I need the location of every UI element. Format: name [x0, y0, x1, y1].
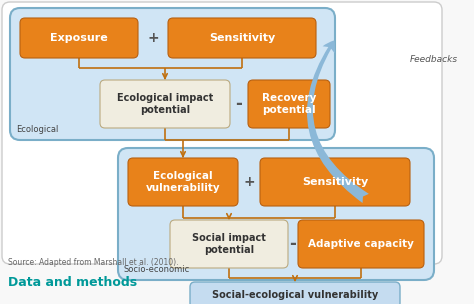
FancyBboxPatch shape — [20, 18, 138, 58]
Text: Recovery
potential: Recovery potential — [262, 93, 316, 115]
Text: +: + — [243, 175, 255, 189]
FancyBboxPatch shape — [168, 18, 316, 58]
FancyBboxPatch shape — [248, 80, 330, 128]
Text: Social impact
potential: Social impact potential — [192, 233, 266, 255]
Text: -: - — [290, 235, 296, 253]
Text: Ecological
vulnerability: Ecological vulnerability — [146, 171, 220, 193]
Text: Source: Adapted from Marshall et al. (2010).: Source: Adapted from Marshall et al. (20… — [8, 258, 179, 267]
FancyBboxPatch shape — [118, 148, 434, 280]
Text: Adaptive capacity: Adaptive capacity — [308, 239, 414, 249]
Text: Sensitivity: Sensitivity — [302, 177, 368, 187]
Text: Data and methods: Data and methods — [8, 276, 137, 289]
FancyBboxPatch shape — [298, 220, 424, 268]
FancyBboxPatch shape — [10, 8, 335, 140]
Text: Social-ecological vulnerability: Social-ecological vulnerability — [212, 290, 378, 300]
FancyBboxPatch shape — [170, 220, 288, 268]
Text: Socio-economic: Socio-economic — [124, 265, 190, 274]
Text: Exposure: Exposure — [50, 33, 108, 43]
FancyBboxPatch shape — [260, 158, 410, 206]
FancyArrowPatch shape — [307, 40, 369, 203]
Text: Sensitivity: Sensitivity — [209, 33, 275, 43]
FancyBboxPatch shape — [190, 282, 400, 304]
Text: Feedbacks: Feedbacks — [410, 56, 458, 64]
Text: +: + — [147, 31, 159, 45]
Text: -: - — [236, 95, 242, 113]
FancyBboxPatch shape — [100, 80, 230, 128]
FancyBboxPatch shape — [2, 2, 442, 264]
FancyBboxPatch shape — [128, 158, 238, 206]
Text: Ecological impact
potential: Ecological impact potential — [117, 93, 213, 115]
Text: Ecological: Ecological — [16, 125, 58, 134]
